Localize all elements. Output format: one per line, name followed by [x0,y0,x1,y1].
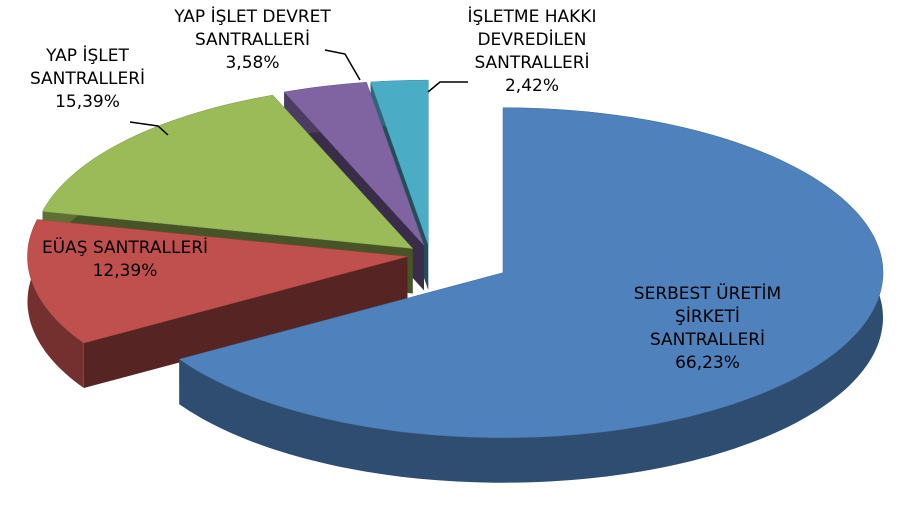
value-label: 12,39% [92,261,158,281]
slice [370,79,429,246]
leader-line [427,81,468,93]
slice [283,82,425,246]
slice [178,107,884,438]
slice-label: SERBEST ÜRETİM ŞİRKETİ SANTRALLERİ 66,23% [620,283,795,375]
category-label: YAP İŞLET SANTRALLERİ [29,46,146,89]
leader-line [129,121,169,136]
slice-wall [27,219,84,388]
value-label: 15,39% [55,92,120,112]
category-label: İŞLETME HAKKI DEVREDİLEN SANTRALLERİ [467,7,597,73]
category-label: EÜAŞ SANTRALLERİ [41,238,209,258]
slice [42,94,414,249]
slice-label: YAP İŞLET DEVRET SANTRALLERİ 3,58% [135,6,370,75]
value-label: 2,42% [504,76,559,96]
category-label: YAP İŞLET DEVRET SANTRALLERİ [174,7,331,50]
category-label: SERBEST ÜRETİM ŞİRKETİ SANTRALLERİ [633,284,782,350]
value-label: 3,58% [225,53,280,73]
slice-label: YAP İŞLET SANTRALLERİ 15,39% [25,45,150,114]
slice-label: İŞLETME HAKKI DEVREDİLEN SANTRALLERİ 2,42… [462,6,602,98]
slice-label: EÜAŞ SANTRALLERİ 12,39% [0,237,250,283]
slices [27,79,884,483]
slice [27,219,408,344]
leader-line [324,49,361,81]
value-label: 66,23% [675,353,740,373]
